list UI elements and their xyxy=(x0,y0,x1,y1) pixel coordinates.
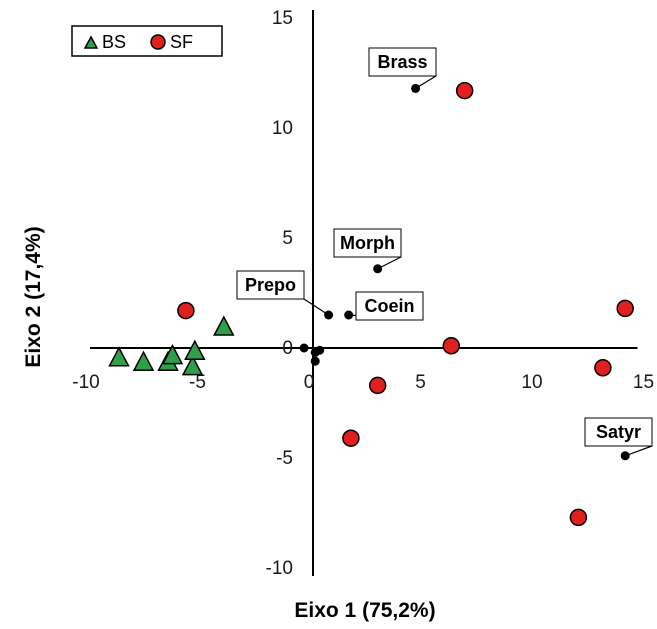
leader-line xyxy=(303,298,329,316)
sf-circle-point xyxy=(616,299,634,318)
vector-point xyxy=(315,345,325,355)
x-tick-label: 5 xyxy=(415,372,426,393)
label-text: Brass xyxy=(377,52,427,72)
vector-point xyxy=(299,343,309,353)
sf-circle-point xyxy=(442,337,461,355)
bs-triangle-point xyxy=(181,354,204,376)
legend-bs-triangle-icon xyxy=(83,35,99,49)
label-text: Coein xyxy=(364,296,414,316)
vector-point xyxy=(310,356,320,366)
label-box xyxy=(236,270,305,300)
y-tick-label: -10 xyxy=(266,558,293,579)
legend-box xyxy=(71,25,223,57)
variable-label-morph: Morph xyxy=(333,228,402,270)
legend-sf-label: SF xyxy=(170,32,193,52)
sf-circle-point xyxy=(594,359,612,377)
sf-circle-point xyxy=(569,508,588,527)
label-box xyxy=(333,228,402,258)
label-box xyxy=(355,291,424,321)
sf-circle-point xyxy=(177,301,195,320)
x-tick-label: 10 xyxy=(521,372,542,393)
variable-labels: Prepo Coein Morph Brass Satyr xyxy=(236,47,653,457)
variable-label-prepo: Prepo xyxy=(236,270,329,316)
x-tick-label: 0 xyxy=(304,372,315,393)
y-tick-label: 10 xyxy=(272,118,293,139)
sf-circle-point xyxy=(455,81,474,100)
x-tick-label: -5 xyxy=(189,372,206,393)
label-text: Satyr xyxy=(596,422,641,442)
y-tick-label: 0 xyxy=(282,338,293,359)
label-text: Morph xyxy=(340,233,395,253)
variable-label-satyr: Satyr xyxy=(584,417,653,457)
y-tick-labels: -10 -5 0 5 10 15 xyxy=(266,8,293,579)
leader-line xyxy=(377,256,402,270)
x-tick-labels: -10 -5 0 5 10 15 xyxy=(72,372,654,393)
x-tick-label: 15 xyxy=(633,372,654,393)
legend-sf-circle-icon xyxy=(150,34,166,50)
variable-label-brass: Brass xyxy=(368,47,437,89)
y-tick-label: 5 xyxy=(282,228,293,249)
legend-bs-label: BS xyxy=(102,32,126,52)
bs-triangle-point xyxy=(132,350,155,371)
bs-triangle-point xyxy=(161,343,184,365)
y-tick-label: 15 xyxy=(272,8,293,29)
y-tick-label: -5 xyxy=(276,448,293,469)
label-box xyxy=(584,417,653,447)
legend: BS SF xyxy=(71,25,223,57)
leader-line xyxy=(415,75,437,89)
x-axis-title: Eixo 1 (75,2%) xyxy=(294,599,435,622)
variable-label-coein: Coein xyxy=(348,291,424,321)
sf-circle-point xyxy=(368,376,387,395)
bs-triangle-point xyxy=(108,346,130,367)
sf-circle-point xyxy=(342,429,360,447)
leader-line xyxy=(624,445,653,457)
bs-triangle-point xyxy=(184,339,206,360)
bs-triangle-point xyxy=(213,315,235,336)
label-box xyxy=(368,47,437,77)
label-text: Prepo xyxy=(245,275,296,295)
y-axis-title: Eixo 2 (17,4%) xyxy=(22,226,45,367)
x-tick-label: -10 xyxy=(72,372,99,393)
axes xyxy=(90,10,638,576)
